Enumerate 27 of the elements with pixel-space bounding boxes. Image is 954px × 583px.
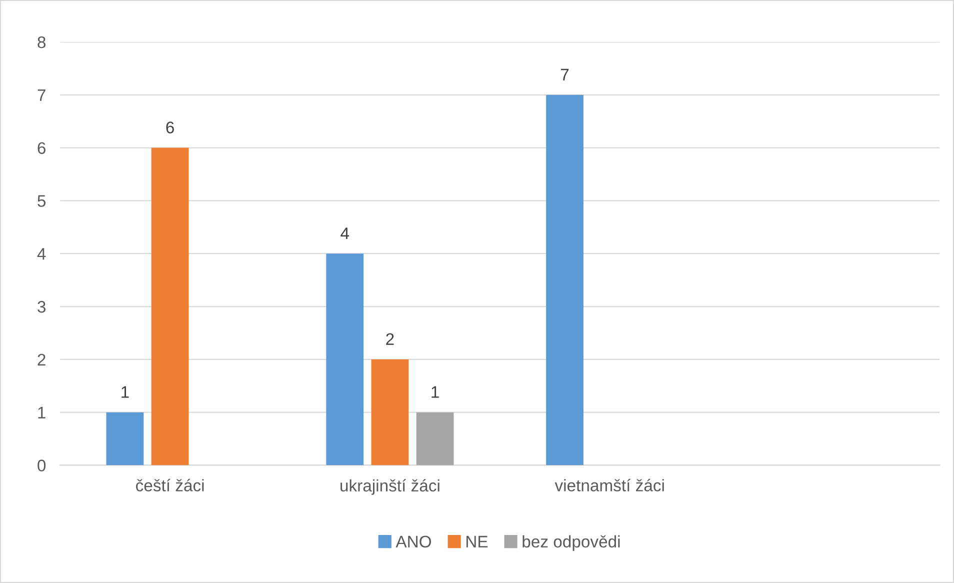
- bar: [546, 94, 584, 466]
- y-tick-label: 7: [38, 89, 46, 101]
- y-tick-label: 5: [38, 195, 46, 207]
- x-tick-label: čeští žáci: [136, 478, 204, 492]
- data-label: 1: [122, 386, 129, 398]
- bar: [371, 359, 409, 466]
- y-tick-label: 0: [38, 460, 46, 472]
- y-tick-label: 6: [38, 142, 46, 154]
- bar: [416, 412, 454, 466]
- data-label: 2: [386, 333, 394, 345]
- y-tick-label: 2: [38, 354, 46, 366]
- y-tick-label: 3: [38, 300, 46, 313]
- y-tick-label: 1: [38, 406, 46, 418]
- data-label: 7: [560, 68, 569, 80]
- legend-label: ANO: [396, 536, 432, 548]
- legend-label: bez odpovědi: [522, 535, 620, 551]
- legend-label: NE: [466, 536, 488, 548]
- data-label: 4: [340, 228, 350, 240]
- bar: [151, 148, 189, 466]
- x-tick-label: vietnamští žáci: [554, 478, 664, 492]
- data-label: 6: [166, 122, 174, 134]
- y-tick-label: 8: [38, 36, 46, 48]
- bar: [326, 254, 364, 466]
- data-label: 1: [432, 386, 439, 398]
- y-tick-label: 4: [37, 248, 46, 260]
- x-tick-label: ukrajinští žáci: [340, 479, 440, 495]
- bar: [106, 412, 144, 466]
